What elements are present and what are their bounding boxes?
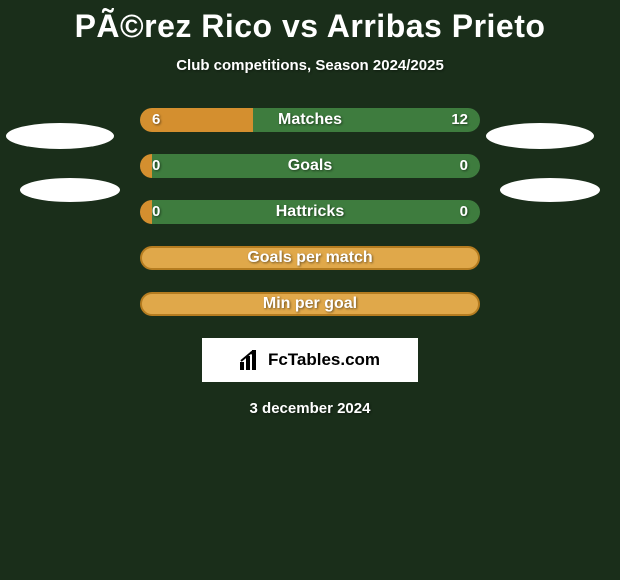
bar-left — [140, 200, 152, 224]
bar-track — [140, 200, 480, 224]
bar-track — [140, 154, 480, 178]
stat-row-min-per-goal: Min per goal — [140, 292, 480, 316]
ellipse-decor — [500, 178, 600, 202]
bar-track — [140, 292, 480, 316]
bar-right — [253, 108, 480, 132]
bar-track — [140, 108, 480, 132]
date-text: 3 december 2024 — [0, 400, 620, 417]
stat-row-hattricks: Hattricks00 — [140, 200, 480, 224]
ellipse-decor — [20, 178, 120, 202]
page-title: PÃ©rez Rico vs Arribas Prieto — [0, 0, 620, 45]
page-subtitle: Club competitions, Season 2024/2025 — [0, 57, 620, 74]
bar-left — [140, 108, 253, 132]
ellipse-decor — [6, 123, 114, 149]
bar-left — [140, 154, 152, 178]
logo-text: FcTables.com — [268, 350, 380, 370]
stat-row-goals-per-match: Goals per match — [140, 246, 480, 270]
bar-track — [140, 246, 480, 270]
stat-row-matches: Matches612 — [140, 108, 480, 132]
bar-right — [152, 200, 480, 224]
bar-right — [152, 154, 480, 178]
fctables-logo: FcTables.com — [202, 338, 418, 382]
bars-icon — [240, 350, 262, 370]
stat-row-goals: Goals00 — [140, 154, 480, 178]
ellipse-decor — [486, 123, 594, 149]
